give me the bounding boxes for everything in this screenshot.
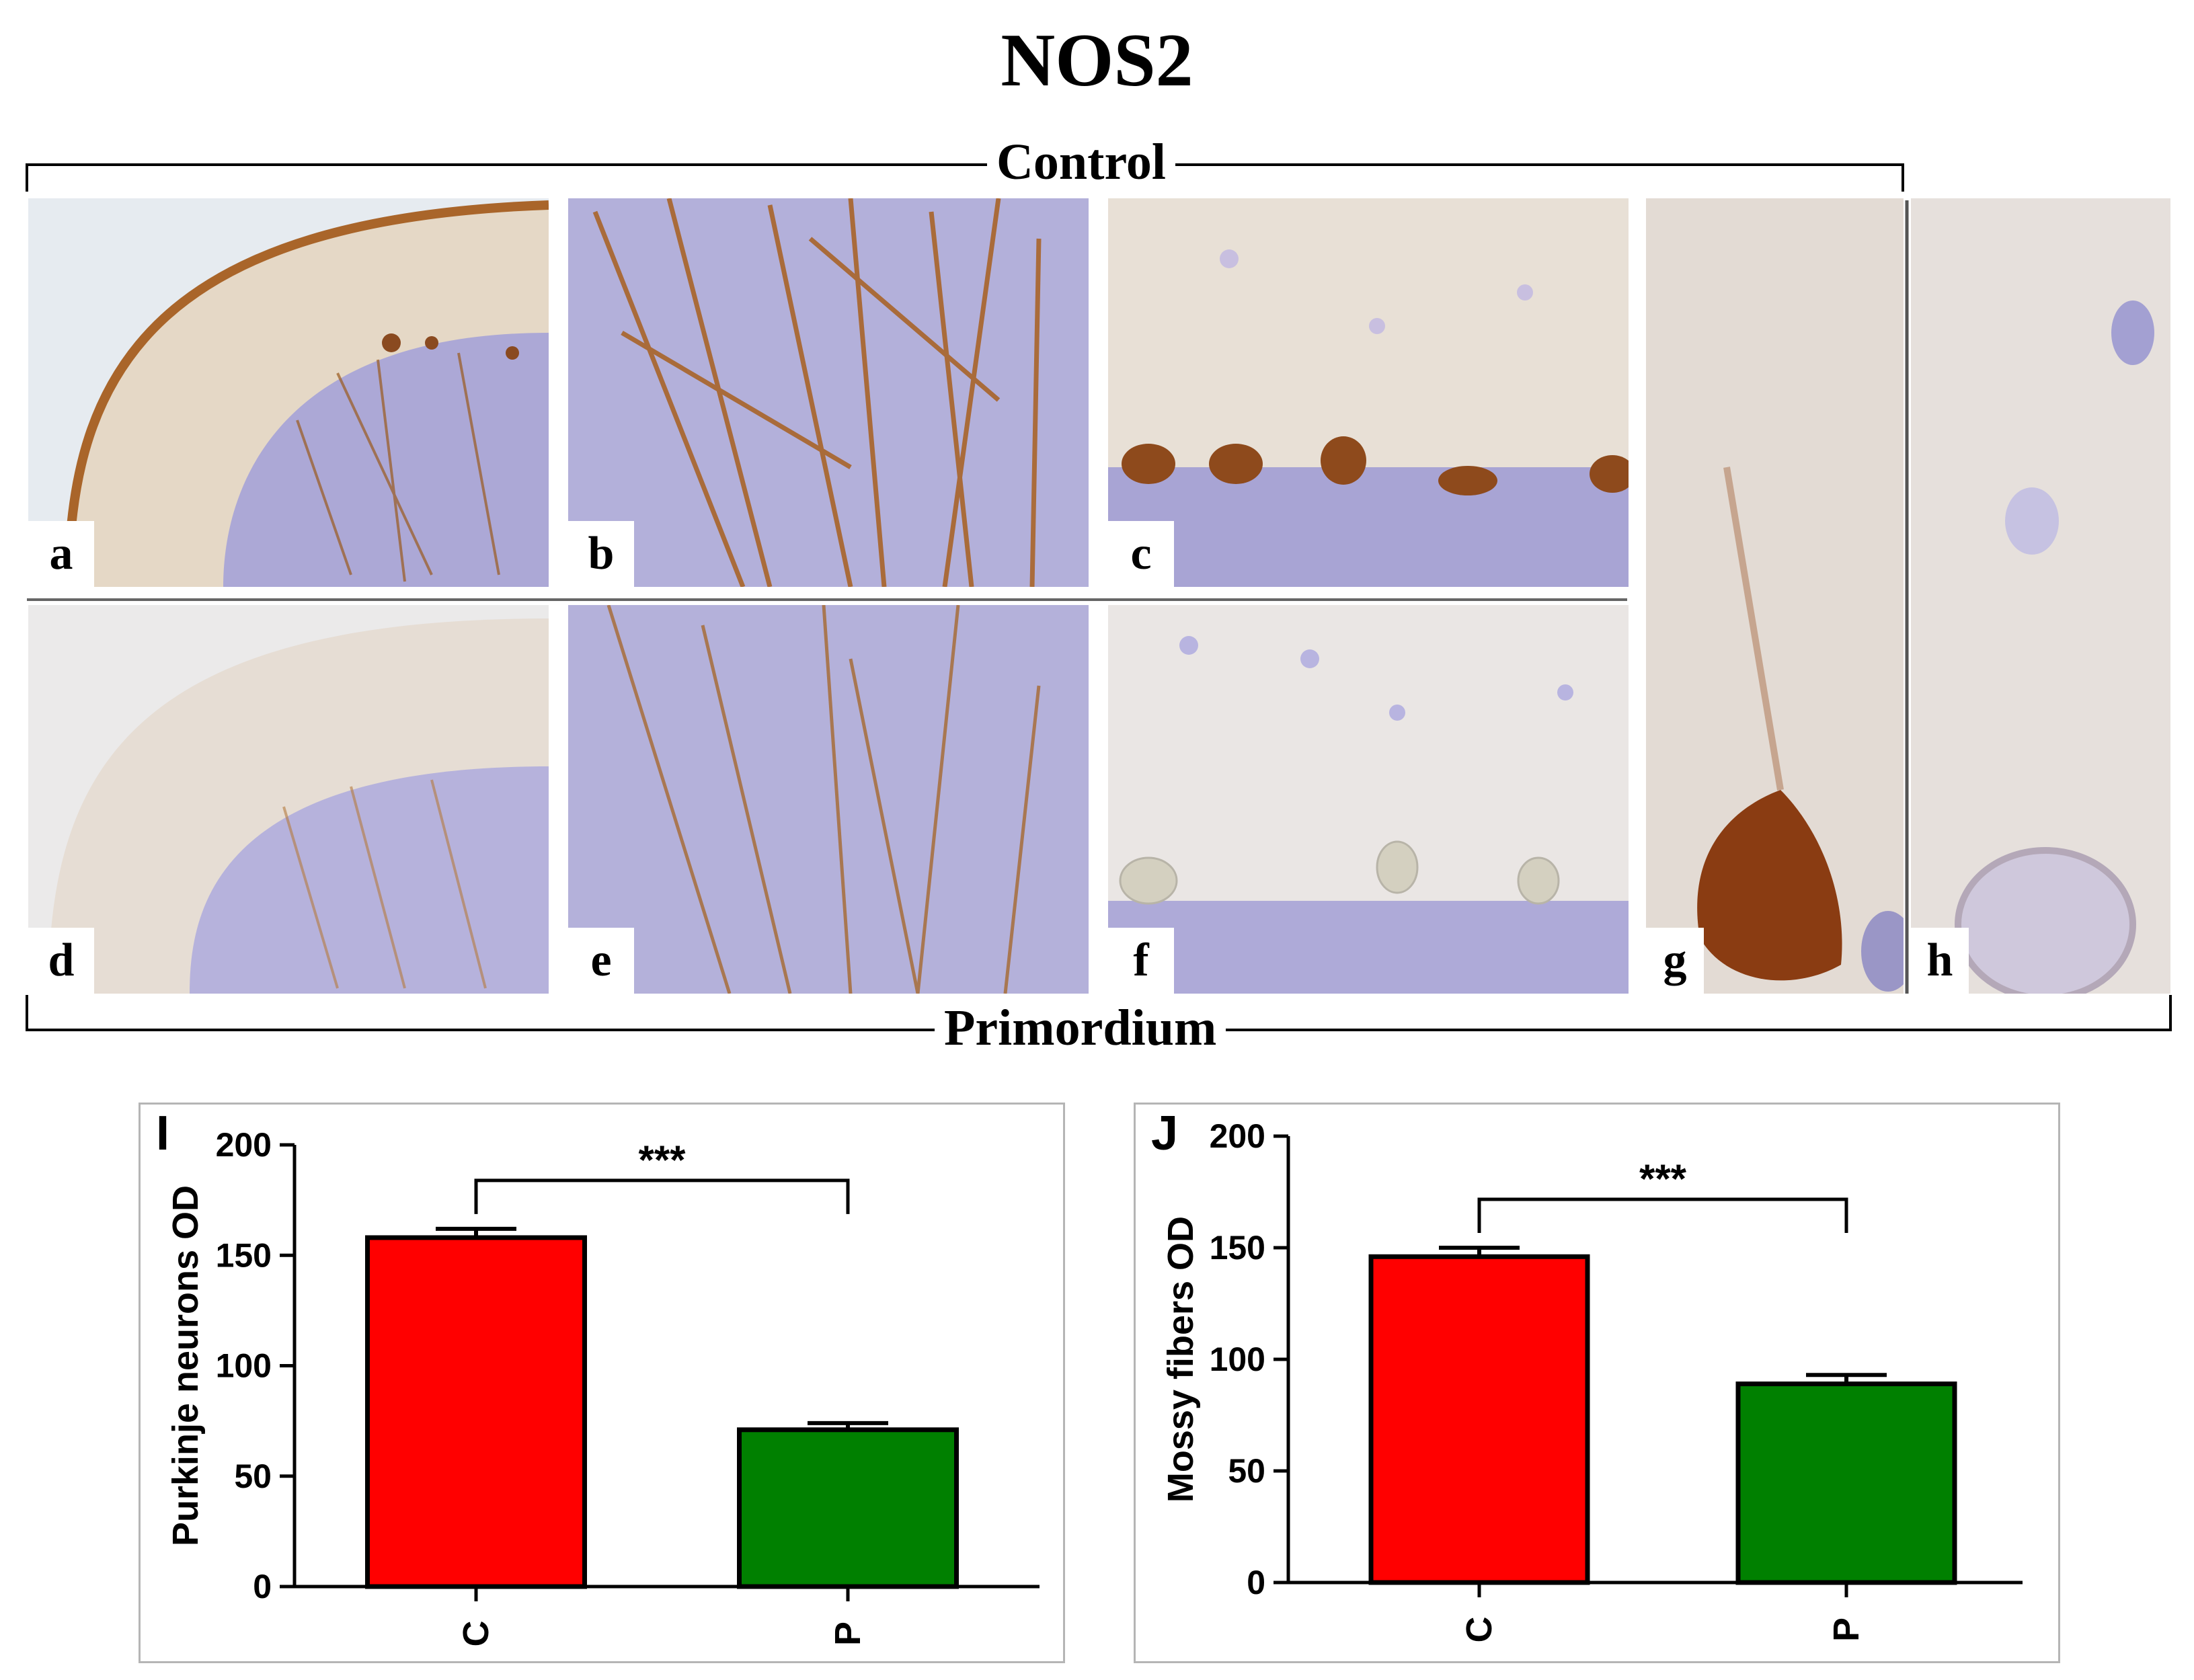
chart-panel-letter: I — [156, 1107, 169, 1160]
bar-p — [1735, 1382, 1957, 1585]
x-tick-label: P — [828, 1622, 868, 1646]
control-label: Control — [987, 132, 1175, 192]
y-tick-label: 200 — [216, 1126, 272, 1164]
bar-c — [1368, 1254, 1590, 1585]
y-tick-label: 150 — [216, 1236, 272, 1274]
micrograph-panel-h: h — [1911, 198, 2170, 994]
micrograph-a-image — [28, 198, 549, 587]
panel-letter-c: c — [1108, 521, 1174, 587]
significance-bracket — [1477, 1197, 1848, 1233]
micrograph-panel-g: g — [1646, 198, 1904, 994]
significance-stars: *** — [638, 1137, 686, 1183]
significance-stars: *** — [1639, 1156, 1687, 1201]
y-axis-label: Mossy fibers OD — [1161, 1216, 1201, 1503]
x-tick-label: C — [1459, 1617, 1499, 1643]
y-tick-label: 0 — [253, 1568, 272, 1605]
chart-panel-letter: J — [1151, 1107, 1178, 1160]
x-tick-label: P — [1826, 1617, 1867, 1642]
y-tick-label: 100 — [1210, 1341, 1265, 1378]
micrograph-panel-d: d — [28, 605, 549, 994]
micrograph-c-image — [1108, 198, 1629, 587]
micrograph-h-image — [1911, 198, 2170, 994]
y-tick-label: 50 — [1228, 1452, 1265, 1490]
primordium-label: Primordium — [935, 998, 1226, 1058]
micrograph-panel-b: b — [568, 198, 1089, 587]
micrograph-panel-e: e — [568, 605, 1089, 994]
significance-bracket — [474, 1178, 850, 1214]
chart-i: I 0 50 100 150 200 Purkinje neurons OD C P *** — [156, 1107, 1040, 1647]
chart-j: J 0 50 100 150 200 Mossy fibers OD C P *** — [1151, 1107, 2023, 1643]
micrograph-f-image — [1108, 605, 1629, 994]
micrograph-panel-a: a — [28, 198, 549, 587]
y-axis-label: Purkinje neurons OD — [165, 1185, 206, 1546]
panel-letter-f: f — [1108, 928, 1174, 994]
panel-letter-b: b — [568, 521, 634, 587]
y-tick-label: 100 — [216, 1347, 272, 1385]
bar-p — [737, 1427, 959, 1589]
micrograph-d-image — [28, 605, 549, 994]
y-tick-label: 150 — [1210, 1229, 1265, 1267]
x-tick-label: C — [456, 1621, 496, 1647]
y-tick-label: 200 — [1210, 1117, 1265, 1155]
panel-letter-a: a — [28, 521, 94, 587]
y-tick-label: 50 — [234, 1457, 272, 1495]
micrograph-e-image — [568, 605, 1089, 994]
micrograph-panel-c: c — [1108, 198, 1629, 587]
micrograph-g-image — [1646, 198, 1904, 994]
micrograph-b-image — [568, 198, 1089, 587]
panel-letter-e: e — [568, 928, 634, 994]
figure-title: NOS2 — [1001, 19, 1193, 102]
control-bracket — [26, 163, 1904, 192]
panel-letter-h: h — [1911, 928, 1969, 994]
panel-letter-d: d — [28, 928, 94, 994]
y-tick-label: 0 — [1247, 1564, 1265, 1601]
micrograph-panel-f: f — [1108, 605, 1629, 994]
bar-c — [365, 1235, 587, 1589]
panel-letter-g: g — [1646, 928, 1704, 994]
